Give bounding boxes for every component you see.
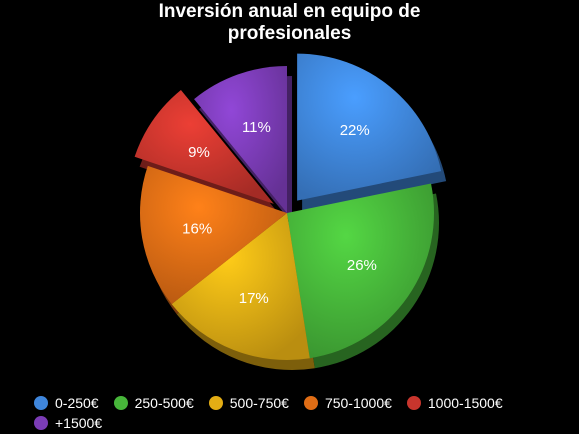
pie-slice-0-250[interactable] (297, 53, 442, 201)
legend-swatch (34, 396, 48, 410)
legend-label: 750-1000€ (324, 395, 392, 411)
pie-label-1500: 11% (242, 119, 271, 136)
pie-slice-250-500[interactable] (287, 183, 434, 359)
legend-swatch (113, 396, 128, 410)
pie-label-750-1000: 16% (182, 221, 212, 238)
legend-item-250-500: 250-500€ (113, 394, 194, 412)
legend-swatch (34, 416, 48, 430)
chart-title-line-1: Inversión anual en equipo de (158, 1, 421, 22)
pie-label-1000-1500: 9% (188, 144, 210, 161)
pie-slices (134, 53, 442, 361)
legend-item-750-1000: 750-1000€ (303, 394, 392, 412)
legend-item-500-750: 500-750€ (208, 394, 289, 412)
pie-label-250-500: 26% (347, 257, 377, 274)
pie-slice-500-750[interactable] (171, 213, 310, 361)
pie-slice-1000-1500[interactable] (134, 89, 274, 204)
pie-slice-750-1000[interactable] (139, 165, 287, 305)
legend-label: 0-250€ (55, 395, 99, 411)
legend-swatch (208, 396, 223, 410)
legend-label: 500-750€ (229, 395, 289, 411)
legend-item-1000-1500: 1000-1500€ (406, 394, 503, 412)
legend-swatch (303, 396, 318, 410)
pie-label-0-250: 22% (340, 122, 370, 139)
legend-swatch (406, 396, 421, 410)
legend-item-1500: +1500€ (34, 414, 102, 432)
legend-label: 250-500€ (134, 395, 194, 411)
pie-slice-labels: 22% 26% 17% 16% 9% 11% (182, 119, 377, 307)
pie-label-500-750: 17% (239, 290, 269, 307)
chart-title-line-2: profesionales (227, 23, 352, 44)
legend-label: +1500€ (55, 415, 103, 431)
legend-item-0-250: 0-250€ (34, 394, 99, 412)
chart-legend: 0-250€ 250-500€ 500-750€ 750-1000€ 1000-1500… (34, 394, 574, 434)
pie-slice-1500[interactable] (194, 66, 287, 213)
legend-label: 1000-1500€ (427, 395, 503, 411)
chart-title: Inversión anual en equipo de profesional… (0, 0, 579, 45)
